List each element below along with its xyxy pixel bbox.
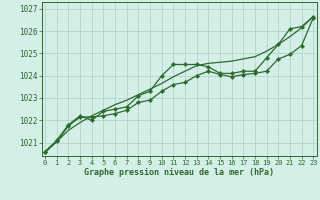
X-axis label: Graphe pression niveau de la mer (hPa): Graphe pression niveau de la mer (hPa) bbox=[84, 168, 274, 177]
